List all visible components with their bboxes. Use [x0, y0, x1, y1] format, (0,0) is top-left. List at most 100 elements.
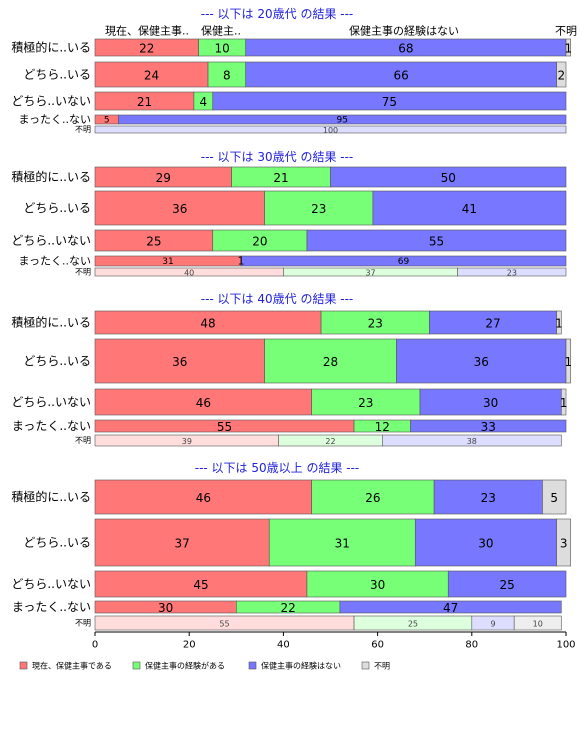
row-label: どちら..いる [23, 354, 91, 368]
data-label: 10 [533, 620, 543, 629]
bar-segment [94, 125, 567, 134]
data-label: 55 [429, 235, 444, 249]
data-label: 75 [382, 95, 397, 109]
column-header-unknown: 不明 [555, 25, 577, 38]
data-label: 36 [172, 202, 187, 216]
data-label: 68 [398, 42, 413, 56]
row-label: 不明 [75, 436, 91, 445]
data-label: 1 [238, 255, 245, 268]
legend-swatch [132, 661, 141, 670]
legend-swatch [248, 661, 257, 670]
row-label: 不明 [75, 125, 91, 134]
data-label: 66 [394, 69, 409, 83]
bar-segment [565, 338, 572, 384]
row-label: まったく..ない [18, 113, 91, 126]
data-label: 21 [137, 95, 152, 109]
row-label: まったく..ない [12, 419, 91, 433]
data-label: 95 [337, 116, 348, 126]
x-tick-label: 60 [371, 640, 384, 651]
bar-segment [240, 255, 567, 267]
bar-segment [306, 229, 567, 252]
x-tick-label: 0 [92, 640, 98, 651]
data-label: 24 [144, 69, 159, 83]
data-label: 1 [555, 317, 563, 331]
bar-segment [94, 61, 209, 88]
row-label: どちら..いる [23, 68, 91, 82]
data-label: 12 [375, 420, 390, 434]
data-label: 55 [217, 420, 232, 434]
data-label: 9 [490, 620, 495, 629]
bar-segment [414, 518, 557, 567]
data-label: 69 [398, 257, 410, 267]
bar-segment [212, 91, 567, 111]
data-label: 37 [174, 537, 189, 551]
bar-segment [372, 190, 567, 226]
data-label: 31 [162, 257, 173, 267]
column-header-none: 保健主事の経験はない [349, 24, 459, 38]
data-label: 23 [311, 202, 326, 216]
data-label: 50 [441, 171, 456, 185]
panel-title: --- 以下は 40歳代 の結果 --- [201, 292, 354, 306]
row-label: どちら..いない [11, 577, 91, 591]
data-label: 23 [358, 396, 373, 410]
data-label: 23 [507, 269, 517, 278]
bar-segment [264, 338, 397, 384]
data-label: 2 [557, 69, 565, 83]
bar-segment [264, 190, 374, 226]
legend-swatch [361, 661, 370, 670]
bar-segment [94, 338, 265, 384]
row-label: どちら..いない [11, 94, 91, 108]
data-label: 29 [156, 171, 171, 185]
row-label: 不明 [75, 268, 91, 277]
bar-segment [94, 518, 270, 567]
row-label: まったく..ない [12, 600, 91, 614]
data-label: 1 [560, 396, 568, 410]
data-label: 10 [215, 42, 230, 56]
x-tick-label: 100 [556, 640, 575, 651]
data-label: 30 [158, 601, 173, 615]
row-label: 積極的に..いる [11, 315, 91, 330]
data-label: 31 [335, 537, 350, 551]
row-label: 積極的に..いる [11, 169, 91, 184]
data-label: 48 [200, 317, 215, 331]
data-label: 33 [481, 420, 496, 434]
data-label: 22 [280, 601, 295, 615]
data-label: 22 [325, 437, 335, 446]
data-label: 22 [139, 42, 154, 56]
legend-label: 現在、保健主事である [32, 661, 112, 671]
row-label: どちら..いない [11, 395, 91, 409]
bar-segment [513, 615, 562, 631]
data-label: 1 [565, 355, 573, 369]
data-label: 46 [196, 396, 211, 410]
bar-segment [207, 61, 247, 88]
data-label: 5 [104, 116, 110, 126]
bar-segment [565, 38, 572, 57]
bar-segment [94, 190, 265, 226]
data-label: 3 [560, 537, 568, 551]
panel-title: --- 以下は 30歳代 の結果 --- [201, 150, 354, 164]
column-header-current: 現在、保健主事.. [105, 24, 189, 38]
bar-segment [94, 570, 308, 598]
data-label: 100 [323, 126, 338, 135]
row-label: 不明 [75, 619, 91, 628]
legend-label: 保健主事の経験はない [261, 661, 341, 671]
data-label: 45 [193, 578, 208, 592]
bar-segment [556, 61, 567, 88]
data-label: 26 [365, 491, 380, 505]
data-label: 21 [273, 171, 288, 185]
data-label: 39 [182, 437, 192, 446]
bar-segment [556, 310, 562, 335]
legend-swatch [19, 661, 28, 670]
data-label: 8 [223, 69, 231, 83]
bar-segment [447, 570, 567, 598]
data-label: 38 [467, 437, 477, 446]
x-tick-label: 20 [183, 640, 196, 651]
bar-segment [542, 479, 567, 515]
bar-segment [339, 600, 562, 614]
bar-segment [118, 114, 567, 125]
bar-segment [94, 388, 312, 416]
data-label: 40 [184, 269, 194, 278]
data-label: 1 [565, 42, 573, 56]
bar-segment [556, 518, 572, 567]
